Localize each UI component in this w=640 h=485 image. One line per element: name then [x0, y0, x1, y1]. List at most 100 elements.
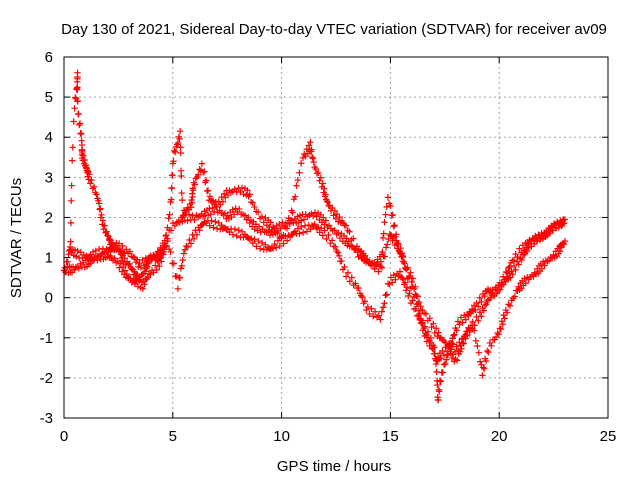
data-point — [474, 342, 481, 350]
data-point — [322, 191, 329, 198]
data-point — [343, 235, 350, 242]
data-point — [422, 330, 429, 337]
data-point — [271, 240, 278, 248]
data-point — [523, 244, 530, 251]
data-point — [161, 242, 168, 250]
data-point — [256, 245, 264, 252]
data-point — [443, 356, 450, 363]
data-point — [332, 243, 339, 250]
data-point — [195, 171, 202, 178]
data-point — [224, 212, 231, 219]
data-point — [176, 135, 183, 142]
data-point — [357, 292, 365, 299]
data-point — [260, 219, 267, 226]
data-point — [382, 211, 389, 218]
data-point — [286, 220, 294, 227]
data-point — [389, 279, 396, 286]
data-point — [71, 105, 78, 112]
data-point — [503, 269, 511, 276]
data-point — [501, 315, 508, 322]
data-point — [346, 278, 354, 285]
data-point — [212, 218, 219, 225]
data-point — [428, 323, 435, 331]
data-point — [67, 238, 74, 245]
data-point — [440, 361, 448, 368]
y-tick-label: -1 — [40, 330, 53, 347]
data-point — [439, 336, 446, 343]
data-point — [516, 245, 523, 252]
data-point — [251, 203, 258, 211]
data-point — [510, 262, 518, 270]
data-point — [431, 344, 438, 351]
data-point — [498, 318, 506, 325]
data-point — [283, 237, 291, 244]
data-point — [126, 248, 134, 255]
data-point — [396, 250, 404, 257]
data-point — [201, 218, 208, 225]
data-point — [421, 332, 428, 340]
data-point — [92, 247, 99, 254]
data-point — [298, 223, 305, 231]
data-point — [139, 256, 146, 264]
data-point — [229, 206, 236, 213]
data-point — [98, 211, 105, 219]
data-point — [383, 291, 391, 298]
data-point — [208, 217, 215, 224]
data-point — [72, 94, 79, 101]
data-point — [317, 174, 325, 181]
data-point — [185, 211, 193, 218]
data-point — [301, 222, 309, 229]
data-point — [120, 263, 127, 271]
data-point — [379, 248, 386, 256]
data-point — [171, 147, 178, 155]
data-point — [457, 342, 464, 349]
data-point — [377, 258, 385, 265]
data-point — [427, 339, 435, 347]
data-point — [547, 223, 555, 231]
y-tick-label: 6 — [45, 49, 53, 66]
data-point — [352, 280, 359, 287]
data-point — [403, 284, 411, 291]
data-point — [236, 205, 243, 213]
data-point — [325, 222, 333, 229]
data-point — [461, 332, 468, 340]
data-point — [74, 75, 81, 82]
data-point — [426, 315, 433, 322]
data-point — [97, 205, 104, 212]
data-point — [341, 263, 348, 271]
data-point — [73, 253, 80, 260]
data-point — [207, 210, 215, 218]
data-point — [139, 285, 147, 292]
data-point — [417, 303, 424, 310]
data-point — [291, 193, 299, 200]
data-point — [136, 259, 143, 267]
data-point — [348, 274, 355, 281]
data-point — [553, 218, 561, 226]
data-point — [158, 258, 165, 265]
data-point — [80, 152, 87, 159]
data-point — [346, 228, 353, 235]
data-point — [398, 253, 405, 261]
data-point — [521, 275, 528, 282]
data-point — [88, 176, 95, 184]
data-point — [478, 298, 485, 306]
data-point — [494, 329, 501, 337]
data-point — [331, 207, 339, 214]
data-point — [324, 198, 331, 206]
data-point — [404, 264, 411, 271]
data-point — [481, 292, 488, 300]
data-point — [74, 98, 81, 105]
data-point — [68, 197, 75, 204]
data-point — [97, 251, 105, 259]
data-point — [177, 149, 185, 157]
data-point — [178, 172, 185, 180]
data-point — [382, 244, 390, 251]
data-point — [206, 222, 213, 229]
data-point — [475, 317, 482, 324]
data-point — [313, 213, 320, 220]
data-point — [506, 263, 513, 271]
series-2 — [61, 217, 569, 404]
data-point — [142, 268, 149, 275]
data-point — [79, 149, 86, 157]
data-point — [424, 334, 432, 341]
